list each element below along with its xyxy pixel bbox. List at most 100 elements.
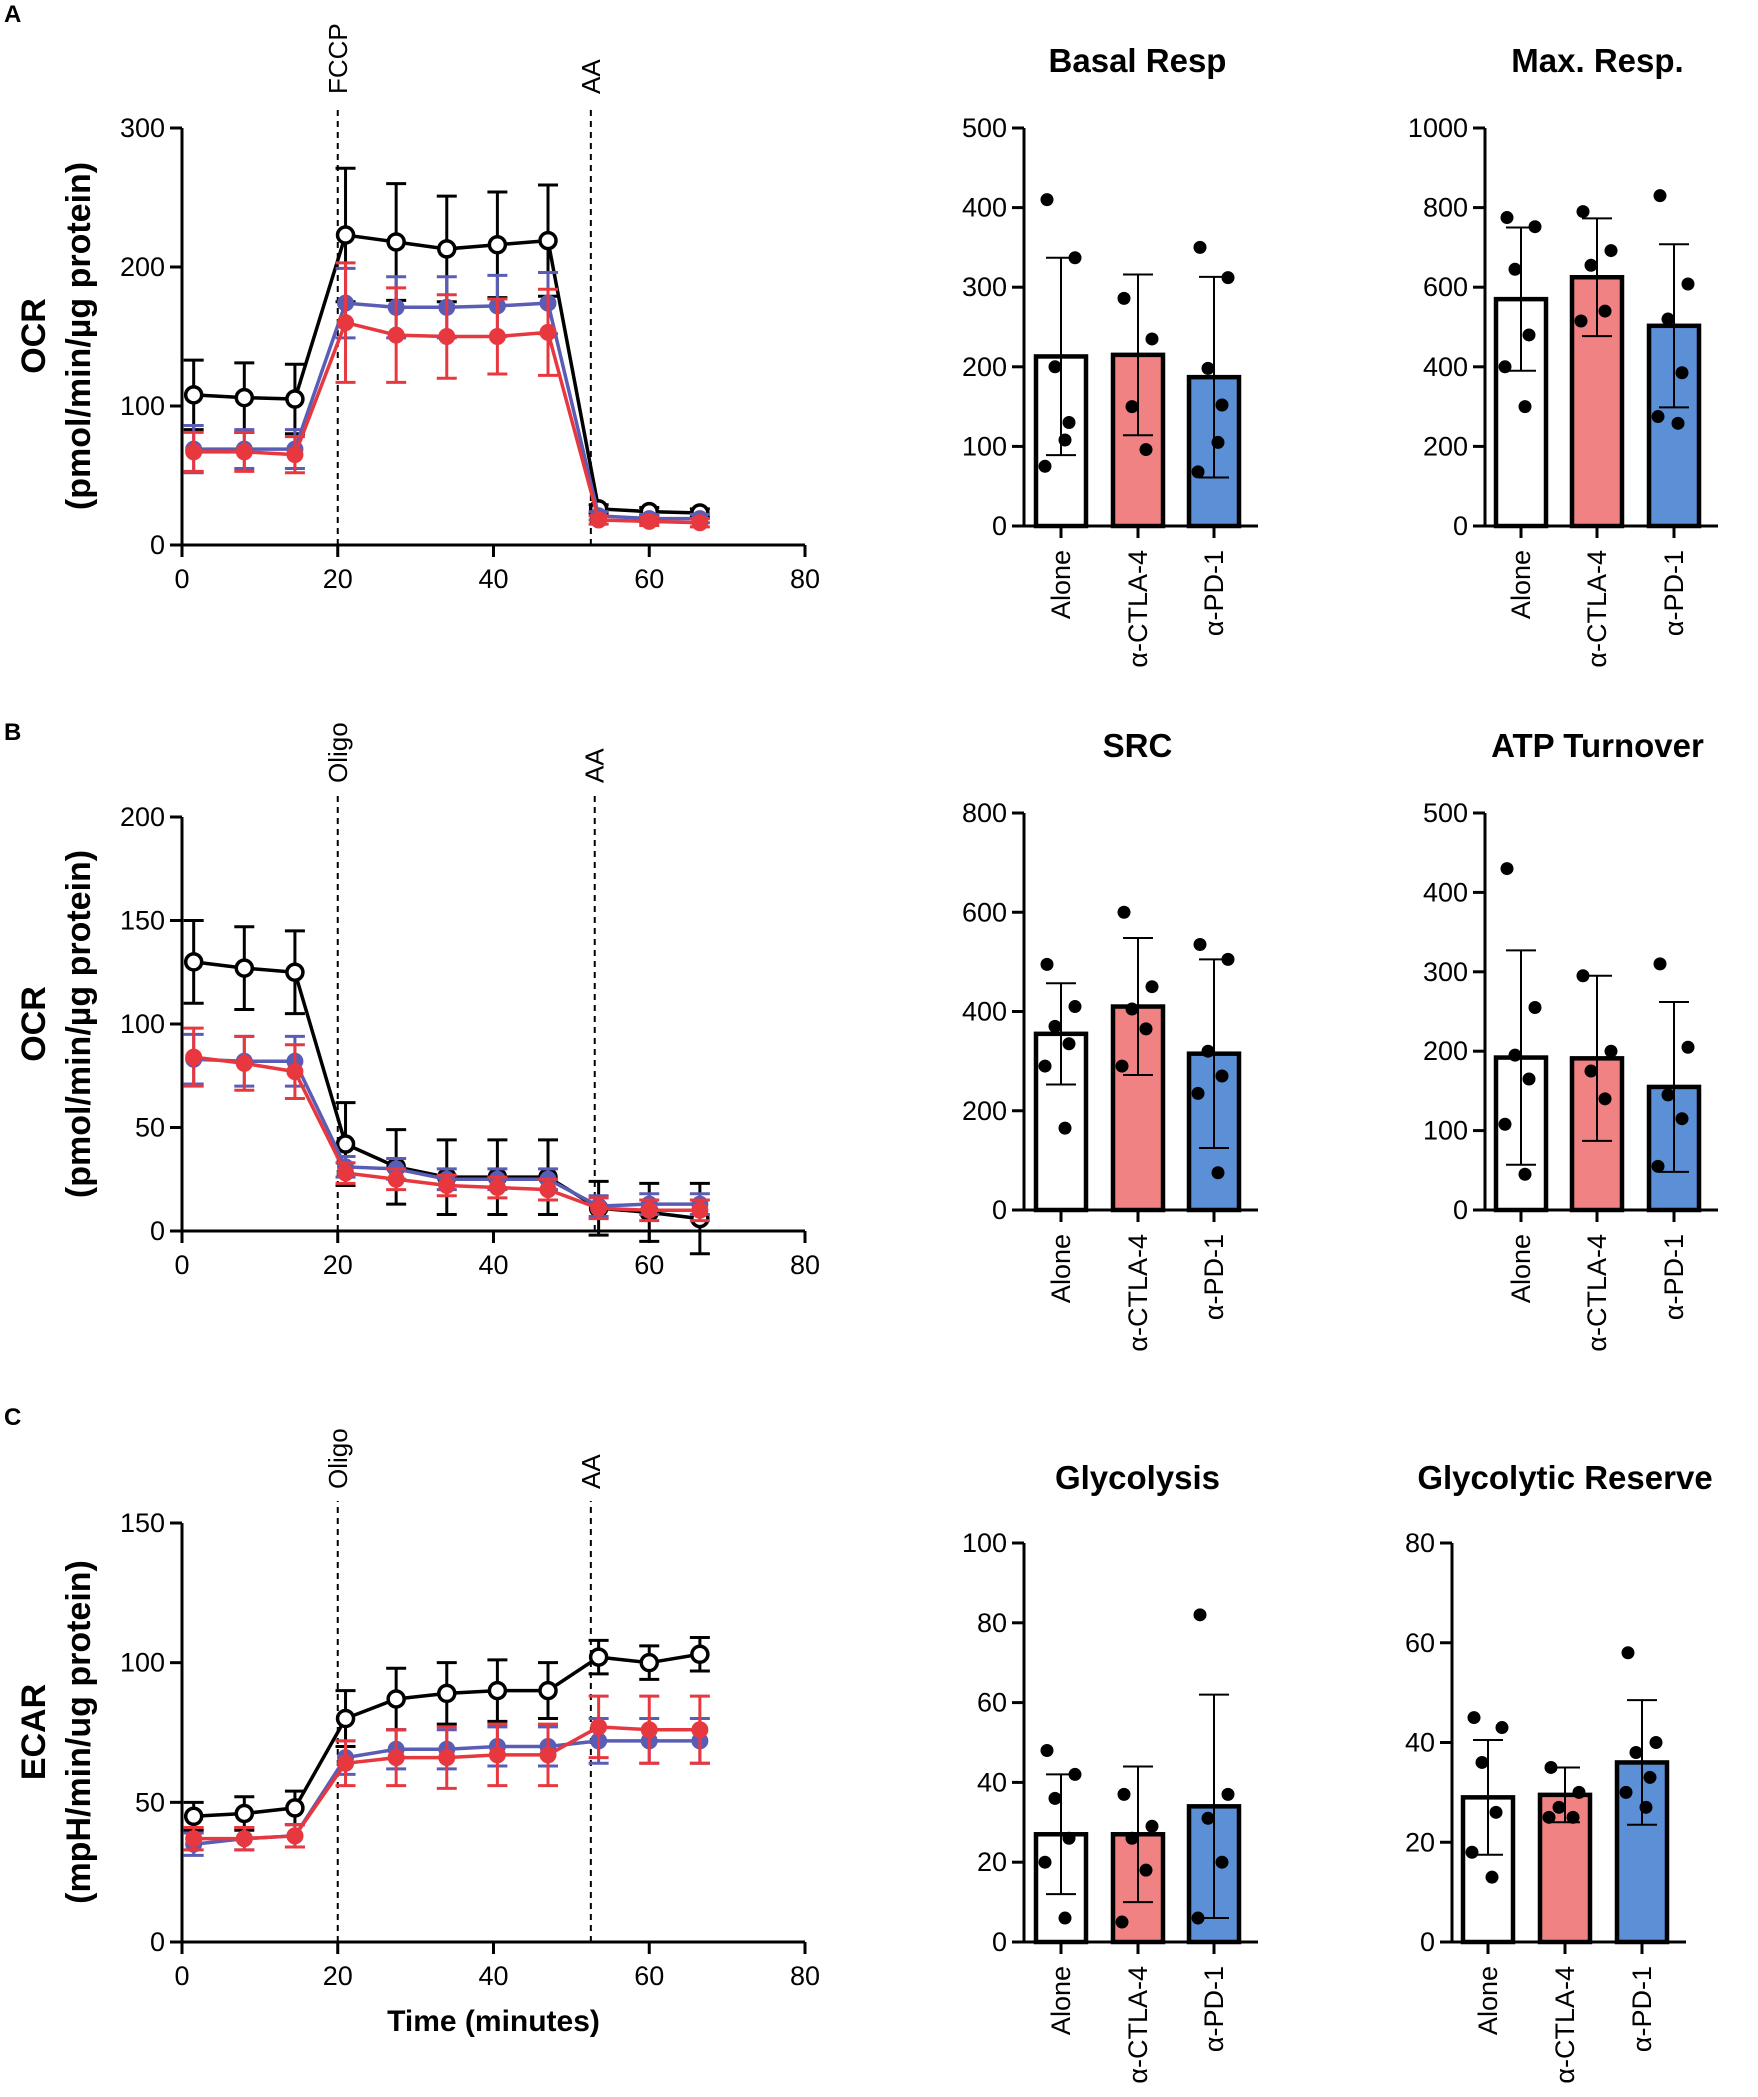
data-point xyxy=(286,446,304,464)
data-point xyxy=(1211,435,1225,449)
category-label: Alone xyxy=(1046,550,1076,619)
x-tick-label: 80 xyxy=(790,1961,820,1991)
x-tick-label: 80 xyxy=(790,564,820,594)
data-point xyxy=(1117,905,1131,919)
data-point xyxy=(488,328,506,345)
data-point xyxy=(387,326,405,344)
data-point xyxy=(487,1680,508,1701)
data-point xyxy=(1221,271,1235,285)
y-tick-label: 200 xyxy=(1423,431,1468,461)
data-point xyxy=(1528,1001,1542,1015)
data-point xyxy=(1661,1088,1675,1102)
category-label: Alone xyxy=(1046,1966,1076,2035)
injection-label: FCCP xyxy=(323,23,353,94)
category-label: α-PD-1 xyxy=(1627,1966,1657,2052)
data-point xyxy=(1598,1092,1612,1106)
y-tick-label: 400 xyxy=(1423,352,1468,382)
data-point xyxy=(438,328,456,345)
y-axis-title: OCR xyxy=(15,986,53,1062)
data-point xyxy=(183,952,204,972)
data-point xyxy=(1467,1711,1481,1725)
y-tick-label: 40 xyxy=(1405,1728,1435,1758)
data-point xyxy=(1651,1159,1665,1173)
data-point xyxy=(1629,1745,1643,1759)
data-point xyxy=(1215,398,1229,412)
data-point xyxy=(1068,251,1082,265)
category-label: α-PD-1 xyxy=(1659,550,1689,636)
data-point xyxy=(1584,258,1598,272)
y-tick-label: 50 xyxy=(135,1787,165,1817)
data-point xyxy=(1675,366,1689,380)
data-point xyxy=(639,1652,659,1673)
data-point xyxy=(1542,1810,1556,1824)
data-point xyxy=(1221,1787,1235,1801)
data-point xyxy=(1598,304,1612,318)
x-tick-label: 40 xyxy=(478,1961,508,1991)
y-tick-label: 60 xyxy=(1405,1628,1435,1658)
data-point xyxy=(1201,1811,1215,1825)
data-point xyxy=(1508,1048,1522,1062)
data-point xyxy=(285,1798,305,1818)
y-tick-label: 400 xyxy=(1423,877,1468,907)
injection-label: AA xyxy=(576,59,606,94)
chart-title: Basal Resp xyxy=(1049,42,1227,79)
data-point xyxy=(337,1754,355,1772)
x-tick-label: 0 xyxy=(174,564,189,594)
data-point xyxy=(1522,328,1536,342)
data-point xyxy=(1201,361,1215,375)
chart-b-ocr-oligo: 0 50 100 150 200 0 20 40 60 80 OCR (pmol/min/µg pro… xyxy=(15,722,820,1280)
data-point xyxy=(1139,1863,1153,1877)
data-point xyxy=(285,389,305,409)
data-point xyxy=(691,514,709,532)
x-tick-label: 0 xyxy=(174,1961,189,1991)
y-axis-title: ECAR xyxy=(15,1684,53,1780)
data-point xyxy=(590,1718,608,1736)
injection-label: Oligo xyxy=(323,1428,353,1489)
data-point xyxy=(234,958,255,978)
data-point xyxy=(234,1803,255,1824)
y-axis-subtitle: (pmol/min/µg protein) xyxy=(60,162,98,510)
panel-label-b: B xyxy=(4,719,21,746)
data-point xyxy=(286,1063,304,1081)
y-tick-label: 0 xyxy=(992,511,1007,541)
data-point xyxy=(1117,291,1131,305)
chart-b-src: SRC 0 200 400 600 800 Alone α-CTLA-4 α-PD-1 xyxy=(962,727,1258,1352)
data-point xyxy=(1522,1072,1536,1086)
data-point xyxy=(590,1199,608,1217)
data-point xyxy=(1145,332,1159,346)
x-tick-label: 40 xyxy=(478,564,508,594)
data-point xyxy=(1681,1040,1695,1054)
x-tick-label: 0 xyxy=(174,1250,189,1280)
data-point xyxy=(387,1749,405,1767)
data-point xyxy=(438,1749,456,1767)
series-ctla4 xyxy=(183,1694,710,1852)
y-tick-label: 20 xyxy=(1405,1827,1435,1857)
y-tick-label: 1000 xyxy=(1408,113,1468,143)
y-tick-label: 100 xyxy=(120,1009,165,1039)
data-point xyxy=(235,1054,253,1072)
y-tick-label: 200 xyxy=(962,352,1007,382)
y-tick-label: 300 xyxy=(962,272,1007,302)
data-point xyxy=(1653,189,1667,203)
data-point xyxy=(1191,1911,1205,1925)
data-point xyxy=(1193,1608,1207,1622)
data-point xyxy=(1191,465,1205,479)
data-point xyxy=(1139,443,1153,457)
x-tick-label: 60 xyxy=(634,1961,664,1991)
y-axis-subtitle: (mpH/min/ug protein) xyxy=(60,1560,98,1904)
data-point xyxy=(539,323,557,341)
category-label: α-CTLA-4 xyxy=(1123,1966,1153,2084)
data-point xyxy=(1062,1831,1076,1845)
category-label: α-PD-1 xyxy=(1199,550,1229,636)
y-tick-label: 50 xyxy=(135,1113,165,1143)
chart-c-ecar: 0 50 100 150 0 20 40 60 80 ECAR (mpH/min/ug protei… xyxy=(15,1428,820,2038)
chart-a-max-resp: Max. Resp. 0 200 400 600 800 1000 Alone α-CTLA-4… xyxy=(1408,42,1718,668)
y-tick-label: 300 xyxy=(1423,957,1468,987)
category-label: Alone xyxy=(1506,550,1536,619)
data-point xyxy=(1675,1112,1689,1126)
y-tick-label: 0 xyxy=(150,1927,165,1957)
chart-title: Glycolysis xyxy=(1055,1459,1220,1496)
chart-b-atp-turnover: ATP Turnover 0 100 200 300 400 500 Alone α-CTLA-… xyxy=(1423,727,1718,1352)
data-point xyxy=(1528,220,1542,234)
y-tick-label: 0 xyxy=(992,1927,1007,1957)
